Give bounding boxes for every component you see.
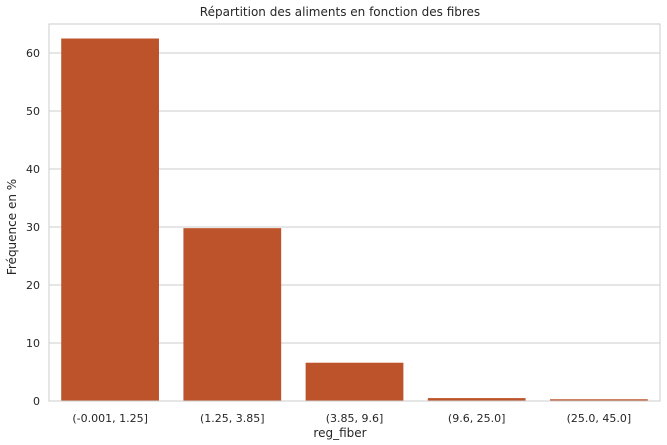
x-tick-label: (25.0, 45.0] xyxy=(567,412,632,425)
y-tick-label: 40 xyxy=(26,163,40,176)
y-tick-label: 20 xyxy=(26,279,40,292)
bar xyxy=(427,398,526,401)
x-tick-label: (9.6, 25.0] xyxy=(448,412,506,425)
chart-title: Répartition des aliments en fonction des… xyxy=(200,5,480,19)
y-tick-label: 60 xyxy=(26,47,40,60)
bar xyxy=(550,399,648,401)
y-axis-label: Fréquence en % xyxy=(5,179,19,275)
bar xyxy=(61,38,159,401)
bars xyxy=(61,38,648,401)
x-tick-label: (3.85, 9.6] xyxy=(326,412,384,425)
bar xyxy=(305,362,404,401)
y-tick-label: 10 xyxy=(26,337,40,350)
x-tick-label: (-0.001, 1.25] xyxy=(72,412,148,425)
y-tick-label: 50 xyxy=(26,105,40,118)
x-axis-label: reg_fiber xyxy=(313,426,366,440)
y-tick-label: 0 xyxy=(33,395,40,408)
y-tick-label: 30 xyxy=(26,221,40,234)
bar xyxy=(183,228,282,401)
x-tick-label: (1.25, 3.85] xyxy=(200,412,265,425)
y-tick-labels: 0 10 20 30 40 50 60 xyxy=(26,47,40,408)
x-tick-labels: (-0.001, 1.25] (1.25, 3.85] (3.85, 9.6] (9.… xyxy=(72,412,631,425)
plot-frame xyxy=(48,23,661,402)
